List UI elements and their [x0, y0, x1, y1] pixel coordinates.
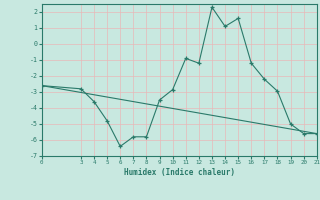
X-axis label: Humidex (Indice chaleur): Humidex (Indice chaleur) — [124, 168, 235, 177]
